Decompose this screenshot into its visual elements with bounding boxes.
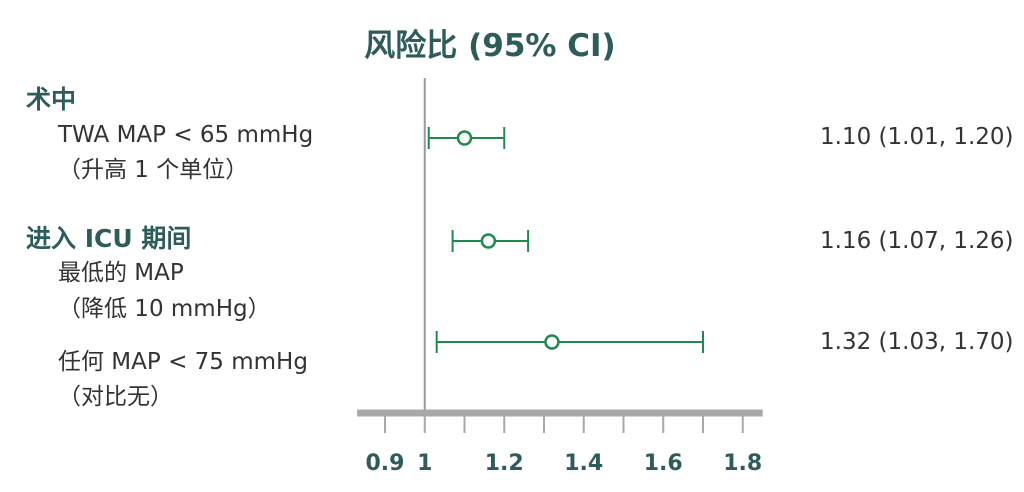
- row-label-1-line2: （升高 1 个单位）: [58, 157, 249, 183]
- chart-title: 风险比 (95% CI): [364, 28, 616, 64]
- x-tick-label-5: 1.6: [644, 451, 683, 476]
- point-estimate-2: [480, 233, 497, 249]
- section-label-icu: 进入 ICU 期间: [26, 224, 192, 253]
- point-estimate-1: [456, 130, 473, 146]
- ci-text-2: 1.16 (1.07, 1.26): [820, 228, 1014, 254]
- row-label-2-line1: 最低的 MAP: [58, 260, 184, 286]
- row-label-1-line1: TWA MAP < 65 mmHg: [58, 122, 314, 148]
- x-tick-label-4: 1.4: [564, 451, 603, 476]
- row-label-2-line2: （降低 10 mmHg）: [58, 296, 271, 322]
- ci-text-3: 1.32 (1.03, 1.70): [820, 329, 1014, 355]
- row-label-3-line2: （对比无）: [58, 384, 173, 410]
- ci-text-1: 1.10 (1.01, 1.20): [820, 124, 1014, 150]
- x-tick-label-3: 1.2: [485, 451, 524, 476]
- x-tick-label-1: 0.9: [366, 451, 405, 476]
- row-label-3-line1: 任何 MAP < 75 mmHg: [58, 349, 308, 375]
- x-tick-label-6: 1.8: [723, 451, 762, 476]
- point-estimate-3: [544, 334, 560, 350]
- section-label-intraoperative: 术中: [26, 85, 77, 114]
- x-tick-label-2: 1: [417, 451, 432, 476]
